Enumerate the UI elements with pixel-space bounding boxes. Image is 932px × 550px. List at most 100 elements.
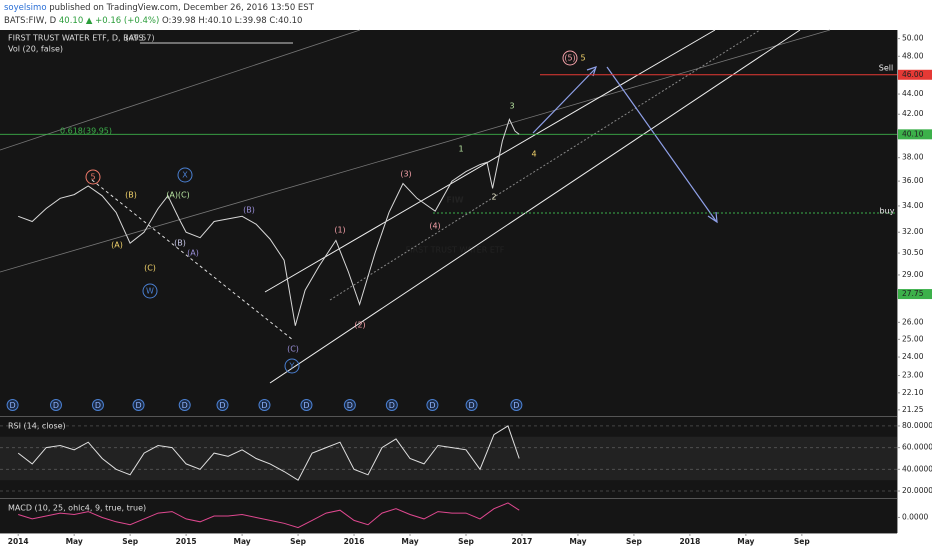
projection-arrow <box>532 68 596 134</box>
header-line: soyelsimo published on TradingView.com, … <box>4 3 315 13</box>
y-tick-label: 0.0000 <box>902 512 928 521</box>
projection-arrow <box>606 66 717 222</box>
dividend-label: D <box>182 401 188 410</box>
price-label: 40.10 <box>902 129 924 138</box>
author[interactable]: soyelsimo <box>4 3 47 13</box>
y-tick-label: 44.00 <box>902 89 924 98</box>
channel-mid <box>329 29 761 301</box>
x-tick-label: 2018 <box>679 537 700 546</box>
arrow-head <box>586 66 597 77</box>
y-tick-label: 26.00 <box>902 317 924 326</box>
x-tick-label: May <box>66 537 83 546</box>
chart-note: Sell <box>879 64 893 73</box>
dividend-label: D <box>10 401 16 410</box>
price-label-box <box>898 129 932 140</box>
y-tick-label: 40.0000 <box>902 464 932 473</box>
wave-circle <box>177 167 193 183</box>
wave-label: 1 <box>458 145 463 154</box>
wave-circle <box>562 50 578 66</box>
channel-line <box>269 29 801 384</box>
rsi-band <box>0 436 897 481</box>
price-label-box <box>898 289 932 300</box>
dividend-marker <box>132 399 145 411</box>
dashed-line <box>91 179 294 341</box>
dividend-marker <box>343 399 356 411</box>
y-tick-label: 30.50 <box>902 248 924 257</box>
dividend-marker <box>216 399 229 411</box>
price-label: 27.75 <box>902 289 924 298</box>
price-label: 46.00 <box>902 70 924 79</box>
wave-label: (A) <box>111 241 123 250</box>
x-tick-label: 2017 <box>512 537 533 546</box>
dividend-marker <box>465 399 478 411</box>
pane-title: FIRST TRUST WATER ETF, D, BATS <box>8 34 143 43</box>
dividend-label: D <box>469 401 475 410</box>
y-tick-label: 38.00 <box>902 153 924 162</box>
y-tick-label: 42.00 <box>902 109 924 118</box>
chart-note: (49.57) <box>125 34 154 43</box>
dividend-marker <box>6 399 19 411</box>
quote-line: BATS:FIW, D 40.10 ▲ +0.16 (+0.4%) O:39.9… <box>4 16 302 26</box>
wave-label: 5 <box>580 54 585 63</box>
dividend-label: D <box>53 401 59 410</box>
y-tick-label: 48.00 <box>902 51 924 60</box>
y-tick-label: 34.00 <box>902 201 924 210</box>
drawings <box>0 29 897 384</box>
y-tick-label: 24.00 <box>902 352 924 361</box>
y-tick-label: 60.0000 <box>902 443 932 452</box>
x-tick-label: May <box>233 537 250 546</box>
chart-bg <box>0 30 897 533</box>
pane-title: RSI (14, close) <box>8 422 66 431</box>
dividend-label: D <box>513 401 519 410</box>
series-line <box>18 118 520 326</box>
y-tick-label: 25.00 <box>902 334 924 343</box>
wave-label: (A) <box>187 249 199 258</box>
wave-label: 2 <box>491 193 496 202</box>
wave-label: Y <box>289 362 295 371</box>
dividend-label: D <box>429 401 435 410</box>
x-tick-label: Sep <box>290 537 306 546</box>
wave-circle <box>142 283 158 299</box>
symbol: BATS:FIW, D <box>4 16 57 26</box>
y-tick-label: 32.00 <box>902 227 924 236</box>
wave-label: (1) <box>334 226 345 235</box>
dividend-label: D <box>135 401 141 410</box>
y-tick-label: 80.0000 <box>902 421 932 430</box>
dividend-marker <box>385 399 398 411</box>
y-tick-label: 22.10 <box>902 388 924 397</box>
x-tick-label: May <box>401 537 418 546</box>
dividend-label: D <box>303 401 309 410</box>
wave-label: (B) <box>125 191 137 200</box>
arrow-head <box>707 211 718 224</box>
y-tick-label: 50.00 <box>902 34 924 43</box>
dividend-label: D <box>95 401 101 410</box>
trend-line <box>0 29 361 151</box>
channel-line <box>264 29 716 293</box>
x-tick-label: May <box>737 537 754 546</box>
dividend-marker <box>300 399 313 411</box>
y-tick-label: 36.00 <box>902 176 924 185</box>
wave-circle <box>85 169 101 185</box>
pane-title: MACD (10, 25, ohlc4, 9, true, true) <box>8 504 146 513</box>
wave-label: (4) <box>429 222 440 231</box>
dividend-marker <box>49 399 62 411</box>
x-tick-label: Sep <box>122 537 138 546</box>
wave-label: (B) <box>243 206 255 215</box>
x-tick-label: 2014 <box>8 537 29 546</box>
x-tick-label: Sep <box>626 537 642 546</box>
series-line <box>17 425 520 481</box>
chart-note: 0.618(39.95) <box>60 127 112 136</box>
wave-label: (3) <box>400 170 411 179</box>
change: 40.10 ▲ +0.16 (+0.4%) <box>59 16 159 26</box>
dividend-label: D <box>261 401 267 410</box>
published: published on TradingView.com, December 2… <box>49 3 314 13</box>
wave-label: W <box>146 287 154 296</box>
dividend-marker <box>258 399 271 411</box>
wave-label: (B) <box>174 239 186 248</box>
y-tick-label: 20.0000 <box>902 486 932 495</box>
pane-subtitle: Vol (20, false) <box>8 45 63 54</box>
wave-label: X <box>182 171 188 180</box>
dividend-label: D <box>389 401 395 410</box>
price-label-box <box>898 69 932 80</box>
